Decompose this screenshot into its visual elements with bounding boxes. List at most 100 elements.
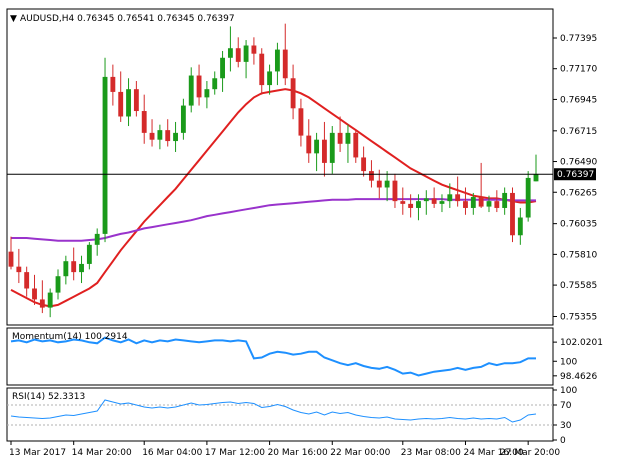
candle-up [173,132,178,142]
candle-down [455,194,461,202]
candle-up [126,89,131,117]
current-price-tag [554,168,596,181]
candle-up [314,139,320,154]
candle-down [133,89,139,112]
main-pane [6,8,554,326]
symbol-header: AUDUSD,H4 0.76345 0.76541 0.76345 0.7639… [20,14,235,24]
rsi-pane [6,387,554,442]
candle-down [259,53,265,86]
price-tick-label: 0.76945 [560,95,597,105]
time-tick-label: 14 Mar 20:00 [72,448,132,458]
candle-down [463,201,468,208]
price-tick-label: 0.76490 [560,158,597,168]
time-tick-label: 27 Mar 20:00 [500,448,560,458]
candle-down [392,180,398,202]
candle-up [157,130,163,140]
momentum-tick-label: 100 [560,357,577,367]
candle-down [290,78,296,109]
time-tick-label: 16 Mar 04:00 [142,448,202,458]
rsi-tick-label: 0 [560,436,566,446]
rsi-tick-label: 30 [560,421,572,431]
rsi-tick-label: 70 [560,401,572,411]
candle-down [298,108,304,136]
rsi-series [10,399,537,423]
candle-down [118,91,124,117]
current-price-label: 0.76397 [557,170,594,180]
time-tick-label: 23 Mar 08:00 [401,448,461,458]
candle-down [8,251,14,267]
candle-up [525,177,531,218]
candle-down [322,139,327,163]
momentum-axis: 102.0201 100 98.4626 [553,338,603,382]
candle-down [369,171,374,181]
candle-down [71,261,77,273]
candle-up [180,105,186,133]
candle-down [110,76,116,92]
candle-up [439,201,445,204]
candle-up [63,261,69,277]
candle-down [141,111,147,133]
candle-down [165,130,171,142]
candle-down [510,192,515,236]
momentum-pane [6,327,554,386]
candle-down [196,75,202,98]
price-tick-label: 0.76715 [560,127,597,137]
rsi-line [10,399,537,423]
momentum-tick-label: 102.0201 [560,338,603,348]
time-axis: 13 Mar 2017 14 Mar 20:00 16 Mar 04:00 17 Ma… [9,441,560,458]
rsi-tick-label: 100 [560,386,577,396]
candle-up [102,76,108,234]
candle-down [235,48,241,62]
candle-up [204,89,210,98]
candle-up [423,198,429,202]
candle-up [274,49,280,72]
candle-down [149,132,155,140]
candles [8,23,539,318]
price-axis: 0.77395 0.77170 0.76945 0.76715 0.76490 0.762… [553,34,597,322]
candle-down [478,197,484,207]
candle-up [502,192,508,208]
candle-up [55,276,61,293]
momentum-label: Momentum(14) 100.2914 [12,332,128,342]
candle-down [16,266,22,273]
candle-down [353,132,359,158]
candle-up [470,197,476,208]
candle-up [345,132,351,144]
time-tick-label: 17 Mar 12:00 [205,448,265,458]
candle-down [408,203,414,208]
current-price-line: 0.76397 [7,168,596,181]
candle-up [47,292,53,308]
candle-down [251,45,257,54]
rsi-label: RSI(14) 52.3313 [12,392,85,402]
candle-up [329,132,335,163]
price-tick-label: 0.77395 [560,34,597,44]
candle-up [212,78,218,90]
sma-fast-line [10,88,537,308]
candle-up [533,174,539,182]
candle-up [86,244,92,264]
dropdown-triangle-icon[interactable]: ▼ [10,14,17,24]
time-tick-label: 20 Mar 16:00 [268,448,328,458]
candle-down [32,288,37,300]
price-tick-label: 0.76265 [560,188,597,198]
candle-up [267,71,273,86]
candle-up [384,180,390,188]
candle-up [486,201,492,207]
candle-down [431,198,437,204]
time-tick-label: 22 Mar 00:00 [330,448,390,458]
price-tick-label: 0.77170 [560,65,597,75]
candle-up [416,201,421,208]
momentum-line [10,336,536,377]
candle-up [447,194,453,202]
time-tick-label: 13 Mar 2017 [9,448,66,458]
candle-up [243,45,249,62]
momentum-tick-label: 98.4626 [560,372,597,382]
candle-up [220,57,225,79]
candle-down [337,132,343,144]
candle-up [227,48,233,58]
price-tick-label: 0.75810 [560,250,597,260]
candle-down [400,201,406,204]
candle-down [39,299,45,308]
candle-down [376,180,382,188]
